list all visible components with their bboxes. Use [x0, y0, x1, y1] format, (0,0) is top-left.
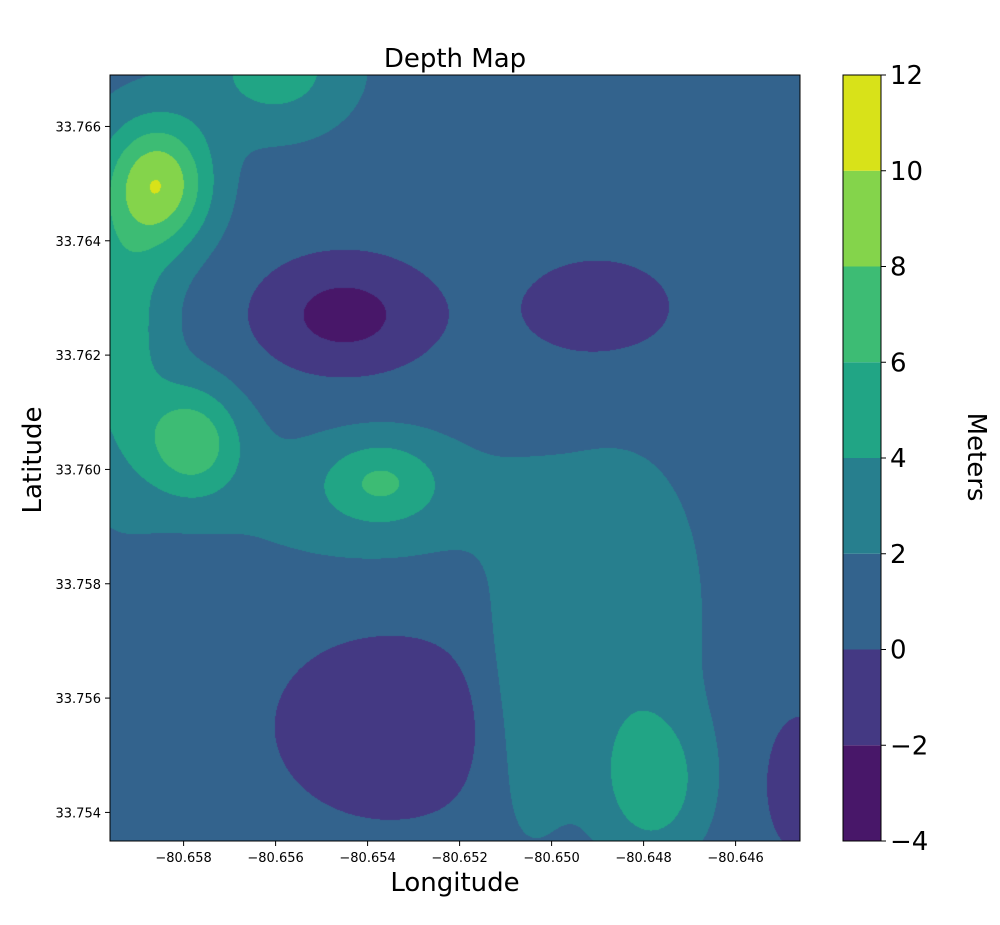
y-tick-label: 33.764: [56, 235, 102, 250]
y-tick-label: 33.762: [56, 349, 102, 364]
y-tick-label: 33.766: [56, 120, 102, 135]
contour-fill: [110, 75, 800, 841]
colorbar-tick-label: 12: [890, 61, 923, 91]
colorbar-band: [843, 745, 881, 841]
colorbar-band: [843, 75, 881, 171]
x-tick-label: −80.648: [615, 851, 671, 866]
colorbar-band: [843, 649, 881, 746]
x-tick-label: −80.658: [155, 851, 211, 866]
colorbar-tick-label: 0: [890, 636, 907, 666]
y-tick-label: 33.754: [56, 806, 102, 821]
plot-area: [109, 74, 801, 842]
colorbar-ticks: −4 −2 0 2 4 6 8 10 12: [881, 61, 928, 857]
x-tick-label: −80.656: [247, 851, 303, 866]
y-axis-ticks: 33.754 33.756 33.758 33.760 33.762 33.764 33.7…: [56, 120, 110, 821]
colorbar-tick-label: −4: [890, 827, 928, 857]
colorbar-tick-label: −2: [890, 731, 928, 761]
colorbar-tick-label: 8: [890, 253, 907, 283]
colorbar: −4 −2 0 2 4 6 8 10 12 Meters: [842, 61, 991, 857]
plot-frame: [109, 74, 801, 842]
y-tick-label: 33.760: [56, 463, 102, 478]
x-tick-label: −80.652: [431, 851, 487, 866]
colorbar-tick-label: 6: [890, 348, 907, 378]
colorbar-tick-label: 10: [890, 157, 923, 187]
colorbar-bands: [843, 75, 881, 841]
y-tick-label: 33.756: [56, 692, 102, 707]
x-tick-label: −80.654: [339, 851, 395, 866]
colorbar-band: [843, 170, 881, 267]
colorbar-band: [843, 362, 881, 458]
chart-title: Depth Map: [384, 44, 526, 74]
colorbar-label: Meters: [961, 413, 991, 502]
y-tick-label: 33.758: [56, 578, 102, 593]
y-axis-label: Latitude: [18, 406, 48, 513]
colorbar-band: [843, 266, 881, 363]
colorbar-tick-label: 2: [890, 540, 907, 570]
x-axis-label: Longitude: [390, 868, 519, 898]
colorbar-band: [843, 553, 881, 650]
colorbar-band: [843, 458, 881, 554]
x-tick-label: −80.646: [707, 851, 763, 866]
x-axis-ticks: −80.658 −80.656 −80.654 −80.652 −80.650 −80.6…: [155, 841, 764, 866]
x-tick-label: −80.650: [523, 851, 579, 866]
colorbar-tick-label: 4: [890, 444, 907, 474]
